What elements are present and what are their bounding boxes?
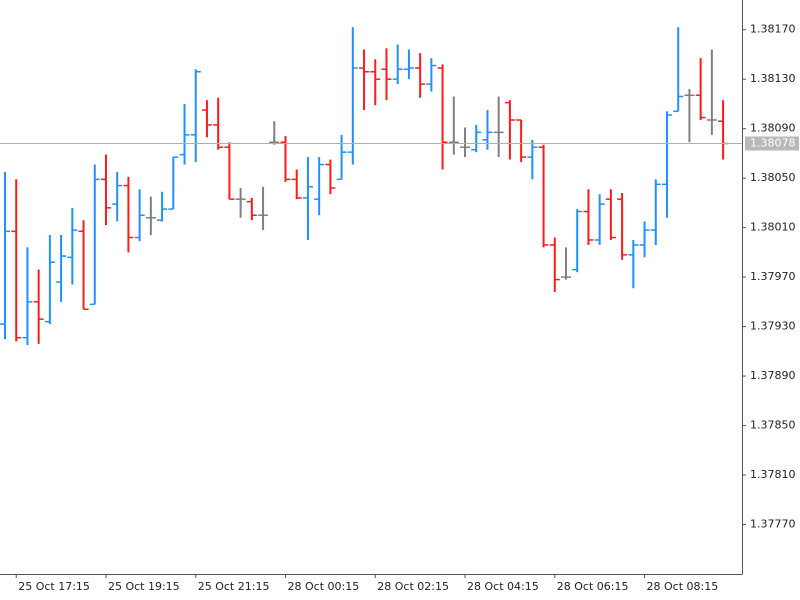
- y-tick-label: 1.38170: [750, 23, 796, 36]
- y-tick-label: 1.37930: [750, 320, 796, 333]
- price-label: 1.38078: [750, 137, 796, 150]
- y-tick-label: 1.38090: [750, 122, 796, 135]
- x-tick-label: 28 Oct 02:15: [377, 580, 449, 593]
- y-tick-label: 1.37970: [750, 270, 796, 283]
- x-tick-label: 28 Oct 00:15: [288, 580, 360, 593]
- price-label-box: [745, 136, 799, 151]
- y-tick-label: 1.37890: [750, 369, 796, 382]
- y-tick-label: 1.37770: [750, 518, 796, 531]
- x-tick-label: 25 Oct 17:15: [18, 580, 90, 593]
- y-tick-label: 1.37810: [750, 468, 796, 481]
- y-tick-label: 1.37850: [750, 419, 796, 432]
- x-tick-label: 28 Oct 08:15: [647, 580, 719, 593]
- y-tick-label: 1.38050: [750, 171, 796, 184]
- x-tick-label: 25 Oct 19:15: [108, 580, 180, 593]
- x-tick-label: 25 Oct 21:15: [198, 580, 270, 593]
- y-tick-label: 1.38130: [750, 72, 796, 85]
- y-tick-label: 1.38010: [750, 221, 796, 234]
- x-tick-label: 28 Oct 04:15: [467, 580, 539, 593]
- x-tick-label: 28 Oct 06:15: [557, 580, 629, 593]
